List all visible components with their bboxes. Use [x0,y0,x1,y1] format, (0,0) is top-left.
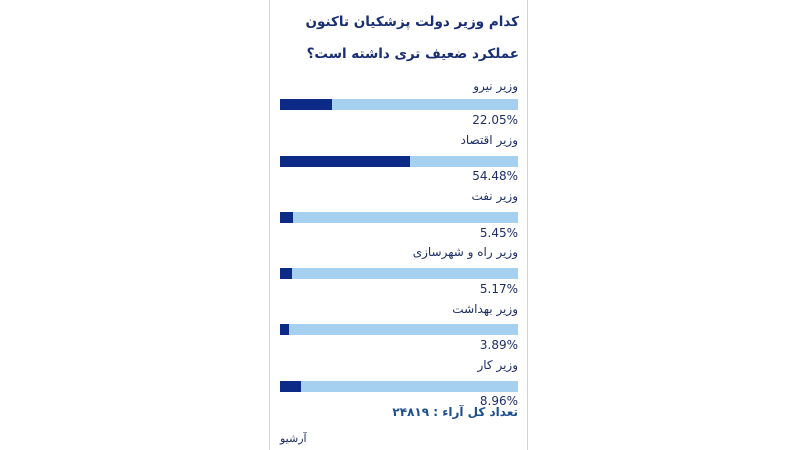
option-bar-fill [280,99,333,110]
total-votes: تعداد کل آراء : ۲۴۸۱۹ [392,405,518,419]
option-percent: 3.89% [479,338,518,352]
option-label[interactable]: وزیر نفت [471,189,518,203]
option-bar [280,268,518,279]
option-bar [280,156,518,167]
option-percent: 8.96% [479,394,518,408]
option-percent: 54.48% [472,169,518,183]
option-bar-fill [280,381,302,392]
option-bar [280,324,518,335]
option-bar-fill [280,268,293,279]
option-percent: 5.45% [479,226,518,240]
option-label[interactable]: وزیر کار [477,358,518,372]
option-bar [280,381,518,392]
option-label[interactable]: وزیر اقتصاد [460,133,518,147]
option-percent: 22.05% [472,113,518,127]
option-label[interactable]: وزیر بهداشت [452,302,518,316]
option-bar-fill [280,324,290,335]
option-bar-fill [280,212,293,223]
poll-question: کدام وزیر دولت پزشکیان تاکنون عملکرد ضعی… [305,14,519,62]
option-bar [280,212,518,223]
option-bar-fill [280,156,410,167]
poll-panel [269,0,528,450]
option-label[interactable]: وزیر راه و شهرسازی [412,245,518,259]
option-label[interactable]: وزیر نیرو [473,79,518,93]
option-bar [280,99,518,110]
archive-link[interactable]: آرشیو [280,432,307,445]
option-percent: 5.17% [479,282,518,296]
